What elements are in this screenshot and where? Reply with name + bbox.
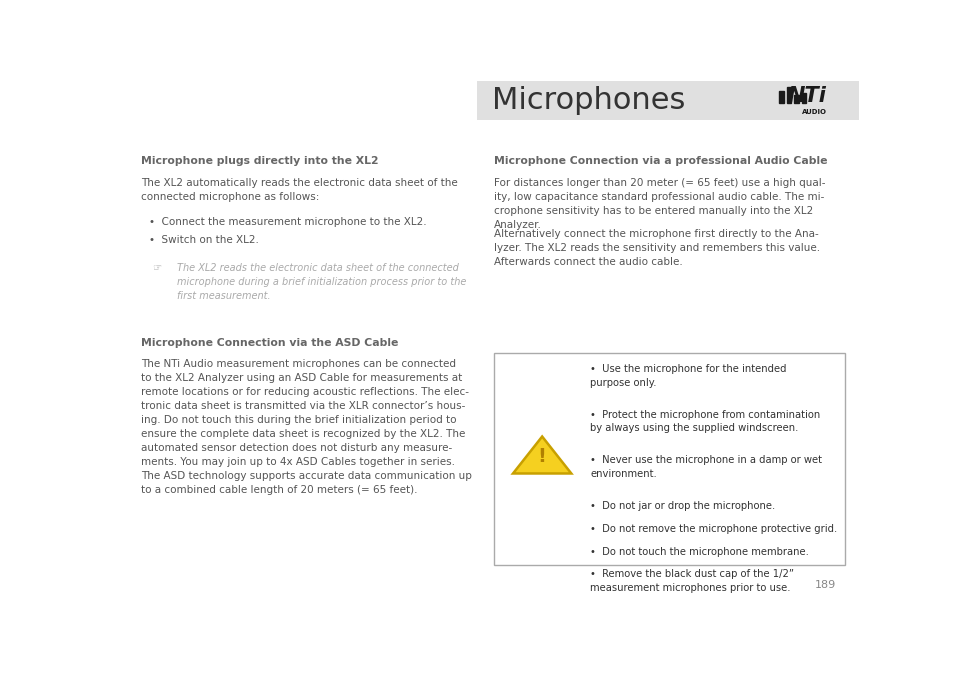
FancyBboxPatch shape — [476, 81, 858, 120]
Text: •  Switch on the XL2.: • Switch on the XL2. — [149, 235, 258, 245]
Bar — [794, 95, 798, 103]
Text: ☞: ☞ — [152, 263, 162, 273]
Text: •  Do not jar or drop the microphone.: • Do not jar or drop the microphone. — [590, 501, 775, 511]
Text: Alternatively connect the microphone first directly to the Ana-
lyzer. The XL2 r: Alternatively connect the microphone fir… — [494, 229, 820, 267]
Text: The XL2 reads the electronic data sheet of the connected
microphone during a bri: The XL2 reads the electronic data sheet … — [176, 263, 466, 302]
Text: Microphone Connection via a professional Audio Cable: Microphone Connection via a professional… — [494, 156, 827, 166]
Text: •  Protect the microphone from contamination
by always using the supplied windsc: • Protect the microphone from contaminat… — [590, 410, 820, 433]
Text: AUDIO: AUDIO — [801, 108, 826, 114]
Bar — [801, 94, 805, 103]
Text: For distances longer than 20 meter (= 65 feet) use a high qual-
ity, low capacit: For distances longer than 20 meter (= 65… — [494, 178, 824, 229]
Text: Microphone Connection via the ASD Cable: Microphone Connection via the ASD Cable — [141, 339, 398, 349]
Polygon shape — [513, 437, 571, 474]
Text: •  Never use the microphone in a damp or wet
environment.: • Never use the microphone in a damp or … — [590, 456, 821, 479]
Text: NTi: NTi — [787, 86, 826, 106]
Text: •  Do not remove the microphone protective grid.: • Do not remove the microphone protectiv… — [590, 524, 837, 534]
Text: The NTi Audio measurement microphones can be connected
to the XL2 Analyzer using: The NTi Audio measurement microphones ca… — [141, 359, 472, 495]
Text: Microphone plugs directly into the XL2: Microphone plugs directly into the XL2 — [141, 156, 378, 166]
Text: The XL2 automatically reads the electronic data sheet of the
connected microphon: The XL2 automatically reads the electron… — [141, 178, 457, 202]
Bar — [779, 92, 783, 103]
FancyBboxPatch shape — [494, 353, 844, 565]
Text: 189: 189 — [814, 579, 836, 590]
Text: •  Connect the measurement microphone to the XL2.: • Connect the measurement microphone to … — [149, 217, 426, 227]
Text: Microphones: Microphones — [492, 85, 684, 114]
Text: •  Use the microphone for the intended
purpose only.: • Use the microphone for the intended pu… — [590, 364, 786, 388]
Text: •  Remove the black dust cap of the 1/2”
measurement microphones prior to use.: • Remove the black dust cap of the 1/2” … — [590, 569, 794, 593]
Text: •  Do not touch the microphone membrane.: • Do not touch the microphone membrane. — [590, 546, 808, 557]
Text: !: ! — [537, 447, 546, 466]
Bar — [786, 87, 790, 103]
